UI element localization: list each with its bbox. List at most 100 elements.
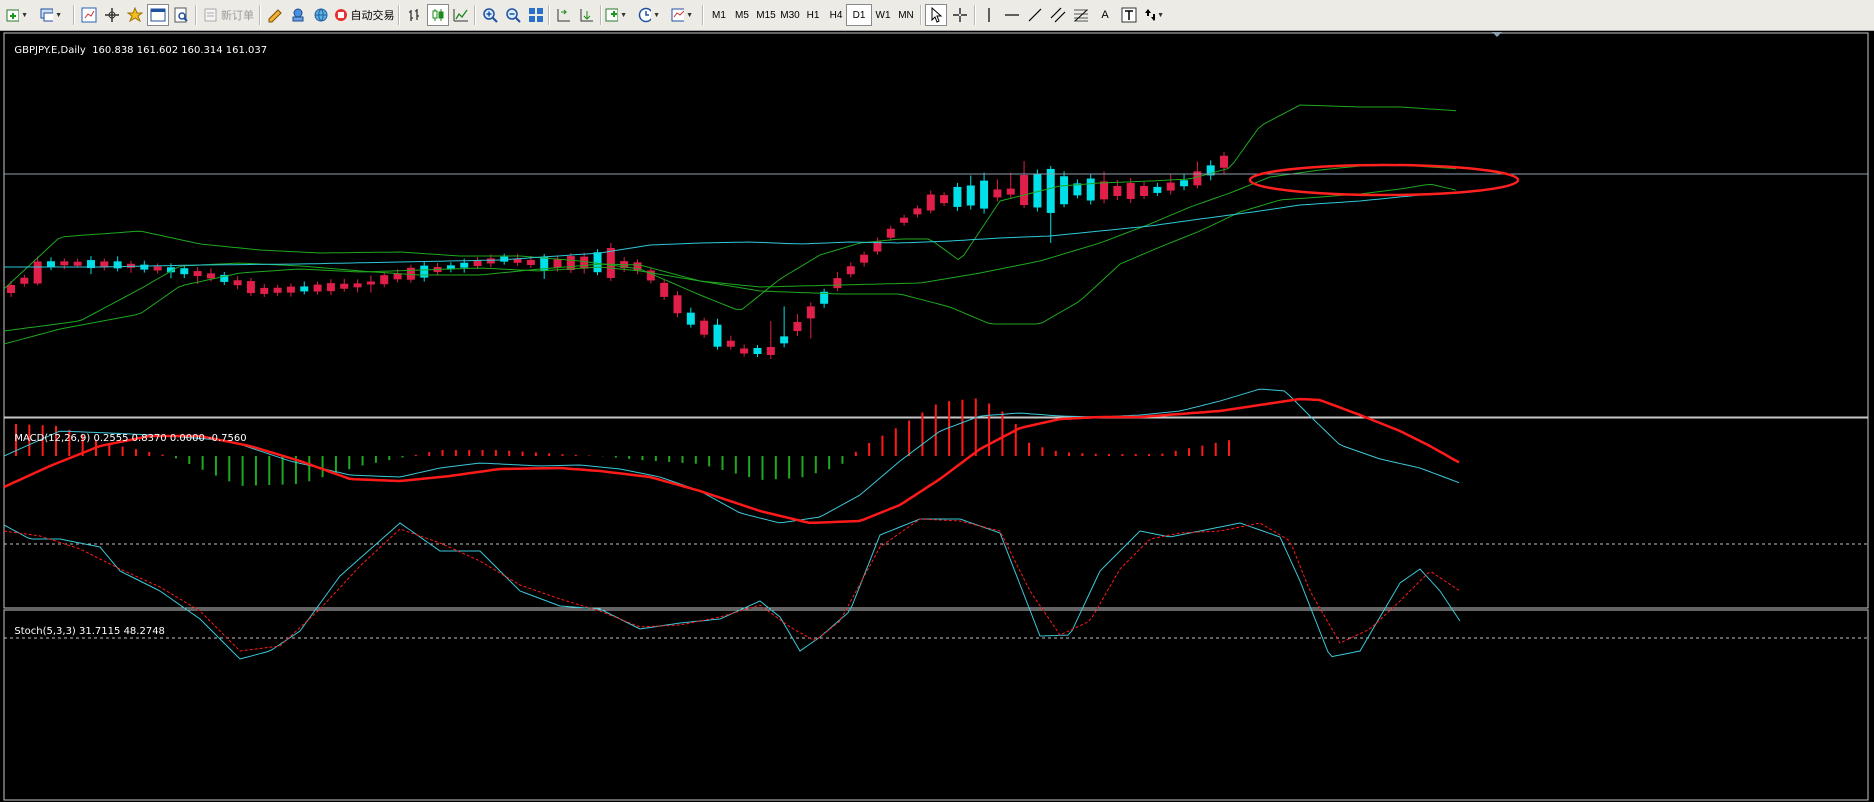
stoch-values: 31.7115 48.2748 [79, 626, 165, 637]
crosshair-icon[interactable] [949, 4, 971, 26]
auto-trade-button[interactable]: 自动交易 [332, 4, 396, 26]
candle-body [953, 186, 962, 207]
candle-body [113, 261, 122, 269]
signals-icon[interactable] [287, 4, 309, 26]
candle-body [420, 265, 429, 278]
candle-body [193, 271, 202, 277]
auto-trade-label: 自动交易 [350, 10, 395, 22]
candle-body [1140, 186, 1149, 196]
candle-body [486, 258, 495, 264]
indicators-icon[interactable]: ▼ [605, 4, 627, 26]
candle-body [926, 194, 935, 211]
candlestick-chart-icon[interactable] [427, 4, 449, 26]
stoch-label: Stoch(5,3,3) [14, 626, 76, 637]
candle-body [726, 340, 735, 347]
macd-title: MACD(12,26,9) 0.2555 0.8370 0.0000 -0.75… [8, 422, 246, 444]
timeframe-m1[interactable]: M1 [712, 9, 726, 21]
candle-body [313, 284, 322, 292]
candle-body [606, 247, 615, 278]
timeframe-w1[interactable]: W1 [875, 9, 891, 21]
candle-body [646, 270, 655, 281]
candle-body [713, 324, 722, 347]
candle-body [806, 306, 815, 319]
fibonacci-icon[interactable] [1070, 4, 1092, 26]
terminal-window-icon[interactable] [147, 4, 169, 26]
candle-body [1033, 173, 1042, 208]
templates-icon[interactable]: ▼ [671, 4, 693, 26]
toolbar: ▼ ▼ 新订单 自动交易 [0, 0, 1874, 31]
candle-body [1113, 186, 1122, 196]
timeframe-m15[interactable]: M15 [756, 9, 776, 21]
candle-body [846, 266, 855, 275]
symbol-label: GBPJPY.E,Daily [14, 45, 86, 56]
auto-scroll-icon[interactable] [576, 4, 598, 26]
stoch-panel [3, 609, 1869, 801]
chart-shift-marker [1492, 32, 1502, 37]
vertical-line-icon[interactable] [978, 4, 1000, 26]
timeframe-h4[interactable]: H4 [829, 9, 843, 21]
candle-body [1180, 180, 1189, 187]
zoom-out-icon[interactable] [502, 4, 524, 26]
new-order-button[interactable]: 新订单 [201, 4, 257, 26]
candle-body [220, 274, 229, 282]
candle-body [73, 261, 82, 266]
candle-body [166, 267, 175, 273]
zoom-in-icon[interactable] [479, 4, 501, 26]
candle-body [793, 322, 802, 332]
periods-clock-icon[interactable]: ▼ [638, 4, 660, 26]
candle-body [406, 267, 415, 280]
timeframe-mn[interactable]: MN [898, 9, 914, 21]
stoch-title: Stoch(5,3,3) 31.7115 48.2748 [8, 615, 165, 637]
candle-body [833, 278, 842, 289]
candle-body [873, 241, 882, 252]
candle-body [980, 180, 989, 209]
horizontal-line-icon[interactable] [1001, 4, 1023, 26]
highlight-ellipse [1248, 163, 1520, 197]
candle-body [766, 347, 775, 355]
candle-body [46, 261, 55, 268]
candle-body [673, 295, 682, 314]
market-globe-icon[interactable] [310, 4, 332, 26]
candle-body [1046, 168, 1055, 213]
chart-shift-icon[interactable] [553, 4, 575, 26]
text-label-icon[interactable] [1118, 4, 1140, 26]
candle-body [1220, 155, 1229, 168]
candle-body [473, 260, 482, 267]
timeframe-d1[interactable]: D1 [846, 4, 872, 26]
tile-windows-icon[interactable] [525, 4, 547, 26]
bar-chart-icon[interactable] [404, 4, 426, 26]
main-chart-title: GBPJPY.E,Daily 160.838 161.602 160.314 1… [8, 34, 267, 56]
main-chart-panel [3, 32, 1869, 418]
new-order-label: 新订单 [221, 10, 254, 22]
navigator-star-icon[interactable] [124, 4, 146, 26]
candle-body [153, 266, 162, 271]
new-chart-icon[interactable]: ▼ [6, 4, 28, 26]
candle-body [246, 281, 255, 294]
market-watch-icon[interactable] [78, 4, 100, 26]
profiles-icon[interactable]: ▼ [40, 4, 62, 26]
tester-icon[interactable] [170, 4, 192, 26]
candle-body [460, 262, 469, 268]
candle-body [1006, 188, 1015, 195]
candle-body [380, 275, 389, 285]
metaeditor-icon[interactable] [264, 4, 286, 26]
candle-body [393, 273, 402, 280]
candle-body [580, 256, 589, 269]
crosshair-navigator-icon[interactable] [101, 4, 123, 26]
timeframe-m5[interactable]: M5 [735, 9, 749, 21]
chart-window[interactable] [0, 31, 1874, 802]
candle-body [993, 189, 1002, 198]
trendline-icon[interactable] [1024, 4, 1046, 26]
timeframe-m30[interactable]: M30 [780, 9, 800, 21]
candle-body [286, 286, 295, 293]
cursor-icon[interactable] [925, 4, 947, 26]
ohlc-label: 160.838 161.602 160.314 161.037 [92, 45, 268, 56]
line-chart-icon[interactable] [450, 4, 472, 26]
text-icon[interactable]: A [1101, 9, 1109, 21]
arrows-icon[interactable]: ▼ [1142, 4, 1164, 26]
candle-body [700, 320, 709, 335]
candle-body [1100, 181, 1109, 200]
channel-icon[interactable] [1047, 4, 1069, 26]
timeframe-h1[interactable]: H1 [806, 9, 820, 21]
candle-body [900, 217, 909, 223]
